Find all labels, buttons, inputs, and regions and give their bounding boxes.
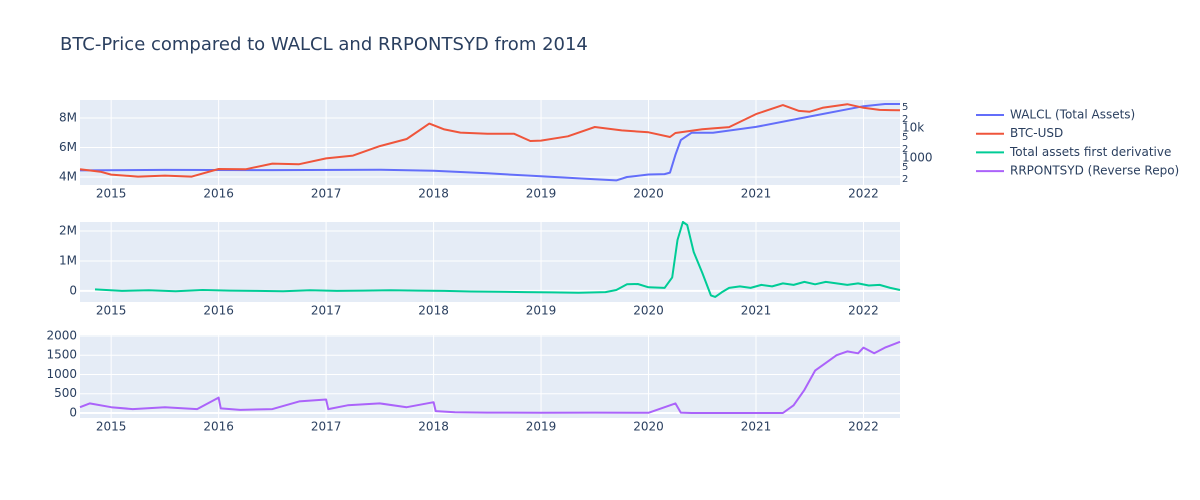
x-tick-label: 2022 xyxy=(848,420,879,434)
x-tick-label: 2015 xyxy=(96,420,127,434)
x-tick-label: 2022 xyxy=(848,304,879,318)
x-tick-label: 2015 xyxy=(96,187,127,201)
x-tick-label: 2021 xyxy=(741,420,772,434)
x-tick-label: 2016 xyxy=(203,420,234,434)
legend-label[interactable]: Total assets first derivative xyxy=(1009,145,1171,159)
y2-tick-label: 2 xyxy=(902,174,908,185)
y-tick-label: 1M xyxy=(59,253,77,267)
y-tick-label: 2M xyxy=(59,223,77,237)
legend-label[interactable]: WALCL (Total Assets) xyxy=(1010,108,1135,122)
x-tick-label: 2015 xyxy=(96,304,127,318)
y-tick-label: 6M xyxy=(59,140,77,154)
y-tick-label: 4M xyxy=(59,170,77,184)
y-tick-label: 0 xyxy=(69,405,77,419)
chart-title: BTC-Price compared to WALCL and RRPONTSY… xyxy=(60,34,588,55)
x-tick-label: 2018 xyxy=(418,187,449,201)
x-tick-label: 2019 xyxy=(526,187,557,201)
y2-tick-label: 5 xyxy=(902,102,908,113)
x-tick-label: 2016 xyxy=(203,187,234,201)
x-tick-label: 2020 xyxy=(633,420,664,434)
plot-area xyxy=(80,100,900,185)
y-tick-label: 500 xyxy=(54,386,77,400)
plot-area xyxy=(80,222,900,302)
legend-label[interactable]: RRPONTSYD (Reverse Repo) xyxy=(1010,164,1179,178)
x-tick-label: 2020 xyxy=(633,187,664,201)
y2-tick-label: 1000 xyxy=(902,151,933,165)
y-tick-label: 0 xyxy=(69,283,77,297)
y2-tick-label: 10k xyxy=(902,120,924,134)
y-tick-label: 8M xyxy=(59,111,77,125)
x-tick-label: 2021 xyxy=(741,187,772,201)
legend-label[interactable]: BTC-USD xyxy=(1010,126,1063,140)
x-tick-label: 2017 xyxy=(311,187,342,201)
x-tick-label: 2018 xyxy=(418,304,449,318)
y2-tick-label: 2 xyxy=(902,114,908,125)
series-line xyxy=(79,103,901,178)
y-tick-label: 1500 xyxy=(46,348,77,362)
series-line xyxy=(79,340,901,414)
plot-area xyxy=(80,335,900,418)
series-line xyxy=(79,103,900,182)
y2-tick-label: 5 xyxy=(902,132,908,143)
x-tick-label: 2019 xyxy=(526,304,557,318)
x-tick-label: 2021 xyxy=(741,304,772,318)
x-tick-label: 2016 xyxy=(203,304,234,318)
y-tick-label: 1000 xyxy=(46,367,77,381)
x-tick-label: 2019 xyxy=(526,420,557,434)
y2-tick-label: 5 xyxy=(902,162,908,173)
y2-tick-label: 2 xyxy=(902,144,908,155)
x-tick-label: 2017 xyxy=(311,420,342,434)
x-tick-label: 2017 xyxy=(311,304,342,318)
series-line xyxy=(94,221,901,298)
x-tick-label: 2018 xyxy=(418,420,449,434)
x-tick-label: 2022 xyxy=(848,187,879,201)
x-tick-label: 2020 xyxy=(633,304,664,318)
y-tick-label: 2000 xyxy=(46,329,77,343)
